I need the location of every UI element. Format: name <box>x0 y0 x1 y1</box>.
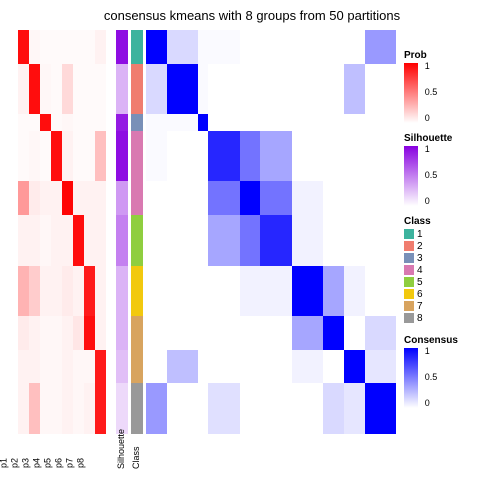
legend-cons-gradient <box>404 348 418 408</box>
legend-class-item: 2 <box>404 241 496 253</box>
legend-class-label: 2 <box>417 241 423 252</box>
legend-class-swatch <box>404 313 414 323</box>
prob-column-p5 <box>62 30 73 434</box>
consensus-column <box>250 30 260 434</box>
legend-sil-title: Silhouette <box>404 133 496 144</box>
legend-class-swatch <box>404 289 414 299</box>
consensus-column <box>292 30 302 434</box>
legend-class-item: 6 <box>404 289 496 301</box>
legend-class-label: 5 <box>417 277 423 288</box>
prob-column-p7 <box>84 30 95 434</box>
chart-title: consensus kmeans with 8 groups from 50 p… <box>0 8 504 23</box>
legend-cons-title: Consensus <box>404 335 496 346</box>
legend-cons-max: 1 <box>425 346 430 356</box>
consensus-column <box>198 30 208 434</box>
legend-cons-min: 0 <box>425 398 430 408</box>
consensus-column <box>188 30 198 434</box>
legend-class-swatch <box>404 265 414 275</box>
consensus-column <box>229 30 239 434</box>
prob-column-p1 <box>18 30 29 434</box>
legend-cons-mid: 0.5 <box>425 372 438 382</box>
legend-class-label: 3 <box>417 253 423 264</box>
silhouette-column <box>116 30 128 434</box>
consensus-column <box>208 30 218 434</box>
legend-class-item: 7 <box>404 301 496 313</box>
legend-class-label: 7 <box>417 301 423 312</box>
consensus-column <box>313 30 323 434</box>
legend-class-item: 1 <box>404 229 496 241</box>
consensus-column <box>177 30 187 434</box>
consensus-column <box>281 30 291 434</box>
legend-prob-mid: 0.5 <box>425 87 438 97</box>
legend-class-label: 1 <box>417 229 423 240</box>
consensus-column <box>156 30 166 434</box>
consensus-column <box>365 30 375 434</box>
consensus-column <box>385 30 395 434</box>
legend-sil-mid: 0.5 <box>425 170 438 180</box>
prob-column-p6 <box>73 30 84 434</box>
legend-class-swatch <box>404 301 414 311</box>
consensus-column <box>354 30 364 434</box>
consensus-column <box>271 30 281 434</box>
legend-class-label: 8 <box>417 313 423 324</box>
legend-prob-min: 0 <box>425 113 430 123</box>
legend-class-swatch <box>404 253 414 263</box>
consensus-column <box>260 30 270 434</box>
consensus-column <box>333 30 343 434</box>
legend-panel: Prob 1 0.5 0 Silhouette 1 0.5 0 Class 12… <box>404 40 496 408</box>
x-axis: p1p2p3p4p5p6p7p8SilhouetteClass <box>18 438 146 488</box>
legend-class-item: 3 <box>404 253 496 265</box>
x-label-class: Class <box>112 457 162 469</box>
legend-class-swatch <box>404 241 414 251</box>
class-column <box>131 30 143 434</box>
legend-class-item: 4 <box>404 265 496 277</box>
consensus-column <box>146 30 156 434</box>
heatmap-plot <box>18 30 396 434</box>
legend-prob-title: Prob <box>404 50 496 61</box>
legend-class-swatch <box>404 277 414 287</box>
prob-column-p3 <box>40 30 51 434</box>
consensus-column <box>302 30 312 434</box>
prob-column-p8 <box>95 30 106 434</box>
legend-sil-min: 0 <box>425 196 430 206</box>
consensus-column <box>167 30 177 434</box>
consensus-column <box>375 30 385 434</box>
consensus-column <box>219 30 229 434</box>
legend-class-label: 6 <box>417 289 423 300</box>
legend-sil-max: 1 <box>425 144 430 154</box>
legend-sil-gradient <box>404 146 418 206</box>
legend-class-title: Class <box>404 216 496 227</box>
legend-class-item: 5 <box>404 277 496 289</box>
legend-class-label: 4 <box>417 265 423 276</box>
legend-class-item: 8 <box>404 313 496 325</box>
prob-column-p2 <box>29 30 40 434</box>
legend-prob-max: 1 <box>425 61 430 71</box>
legend-class-swatch <box>404 229 414 239</box>
consensus-column <box>240 30 250 434</box>
consensus-column <box>323 30 333 434</box>
prob-column-p4 <box>51 30 62 434</box>
legend-prob-gradient <box>404 63 418 123</box>
consensus-column <box>344 30 354 434</box>
